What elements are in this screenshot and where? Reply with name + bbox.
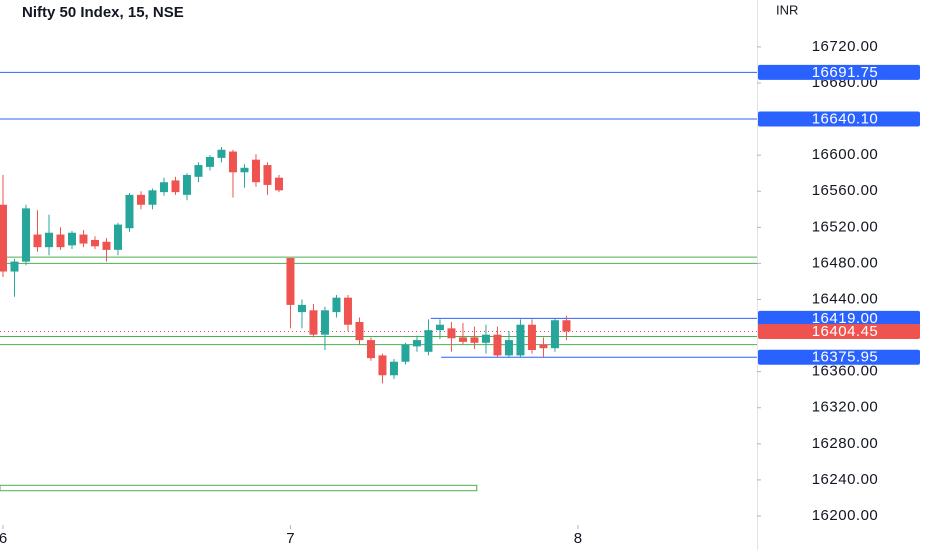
candle-body [297,304,306,313]
candle-body [412,340,421,347]
candle-body [320,310,329,335]
candle-body [0,204,7,272]
candle-body [516,324,525,356]
level-label: 16419.00 [812,310,879,327]
currency-label: INR [776,2,798,17]
candle-body [79,234,88,244]
x-tick-label: 7 [286,530,294,547]
y-tick-label: 16600.00 [812,146,879,163]
candle-body [33,234,42,248]
zone [0,484,478,492]
candle-body [332,297,341,313]
candle-body [90,239,99,247]
candle-body [44,232,53,248]
candle-body [263,165,272,185]
level-box [758,310,920,326]
candle-body [527,324,536,350]
candle-body [125,194,134,229]
candle-body [481,334,490,343]
candle-body [504,340,513,356]
y-tick-label: 16520.00 [812,218,879,235]
candle-body [102,241,111,250]
candle-body [550,320,559,349]
candle-body [562,320,571,332]
y-tick-label: 16480.00 [812,254,879,271]
candle-body [56,234,65,248]
candle-body [148,190,157,205]
candle-body [21,208,30,262]
y-tick-label: 16320.00 [812,399,879,416]
candle-body [539,344,548,349]
candle-body [67,232,76,246]
level-box [758,349,920,365]
candle-body [378,355,387,376]
candle-body [10,261,19,272]
candle-body [136,194,145,205]
level-label: 16691.75 [812,64,879,81]
candle-body [274,177,283,191]
last-price-label: 16404.45 [812,323,879,340]
candle-body [205,156,214,167]
candle-body [493,334,502,356]
candle-body [251,159,260,183]
candle-body [217,149,226,158]
candle-body [424,330,433,352]
y-tick-label: 16360.00 [812,363,879,380]
candle-body [389,361,398,376]
y-tick-label: 16440.00 [812,290,879,307]
candle-body [343,297,352,325]
candle-body [194,165,203,177]
candle-body [447,328,456,339]
y-tick-label: 16560.00 [812,182,879,199]
candle-body [366,340,375,359]
candle-body [309,310,318,335]
y-tick-label: 16240.00 [812,471,879,488]
level-label: 16375.95 [812,349,879,366]
candle-body [159,182,168,193]
candle-body [401,344,410,362]
y-tick-label: 16720.00 [812,38,879,55]
chart-title: Nifty 50 Index, 15, NSE [22,4,184,21]
candle-body [470,337,479,343]
candle-body [228,151,237,173]
y-tick-label: 16200.00 [812,507,879,524]
candle-body [240,167,249,173]
y-tick-label: 16280.00 [812,435,879,452]
x-tick-label: 6 [0,530,7,547]
x-tick-label: 8 [574,530,582,547]
candle-body [171,180,180,193]
candle-body [435,324,444,331]
candle-body [286,257,295,305]
candle-body [113,224,122,250]
level-label: 16640.10 [812,110,879,127]
candle-body [355,322,364,341]
last-price-box [758,324,920,340]
level-box [758,111,920,127]
candle-body [182,175,191,195]
candle-body [458,337,467,342]
level-box [758,64,920,80]
